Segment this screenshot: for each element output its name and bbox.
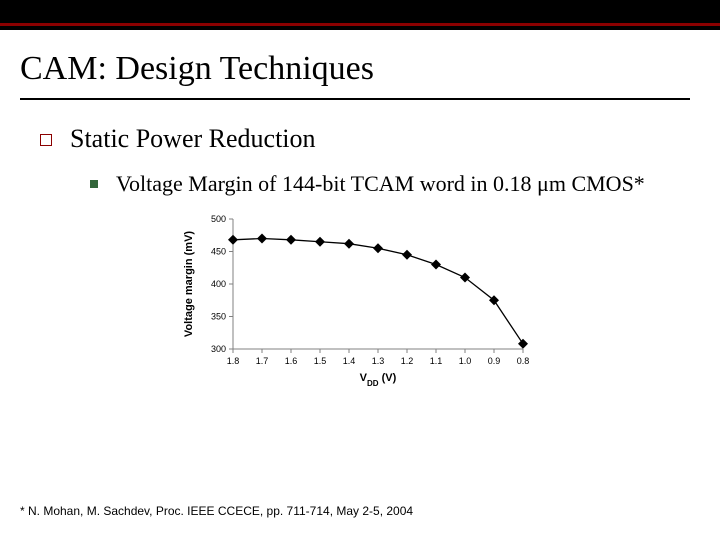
bullet-level1: Static Power Reduction (40, 124, 690, 154)
footnote: * N. Mohan, M. Sachdev, Proc. IEEE CCECE… (20, 504, 413, 518)
svg-text:1.5: 1.5 (313, 356, 326, 366)
svg-text:1.3: 1.3 (371, 356, 384, 366)
svg-text:1.0: 1.0 (458, 356, 471, 366)
svg-text:1.4: 1.4 (342, 356, 355, 366)
svg-text:300: 300 (210, 344, 225, 354)
svg-text:400: 400 (210, 279, 225, 289)
bullet-solid-square-icon (90, 180, 98, 188)
bullet-level2: Voltage Margin of 144-bit TCAM word in 0… (90, 170, 690, 199)
svg-text:450: 450 (210, 246, 225, 256)
svg-text:VDD (V): VDD (V) (359, 372, 396, 388)
svg-text:1.2: 1.2 (400, 356, 413, 366)
level1-text: Static Power Reduction (70, 124, 316, 154)
title-bar (0, 0, 720, 30)
voltage-margin-chart: 300 350 400 450 500 1.8 1.7 1.6 1.5 1.4 1.3 1.2 1.1 1… (178, 209, 533, 389)
slide-title: CAM: Design Techniques (20, 50, 690, 100)
svg-text:1.6: 1.6 (284, 356, 297, 366)
svg-text:0.9: 0.9 (487, 356, 500, 366)
svg-text:350: 350 (210, 311, 225, 321)
svg-text:1.8: 1.8 (226, 356, 239, 366)
chart-container: 300 350 400 450 500 1.8 1.7 1.6 1.5 1.4 1.3 1.2 1.1 1… (20, 209, 690, 389)
svg-text:0.8: 0.8 (516, 356, 529, 366)
slide-content: CAM: Design Techniques Static Power Redu… (0, 30, 720, 389)
svg-text:500: 500 (210, 214, 225, 224)
level2-text: Voltage Margin of 144-bit TCAM word in 0… (116, 170, 645, 199)
bullet-open-square-icon (40, 134, 52, 146)
svg-text:Voltage margin (mV): Voltage margin (mV) (183, 230, 195, 336)
svg-text:1.1: 1.1 (429, 356, 442, 366)
svg-text:1.7: 1.7 (255, 356, 268, 366)
